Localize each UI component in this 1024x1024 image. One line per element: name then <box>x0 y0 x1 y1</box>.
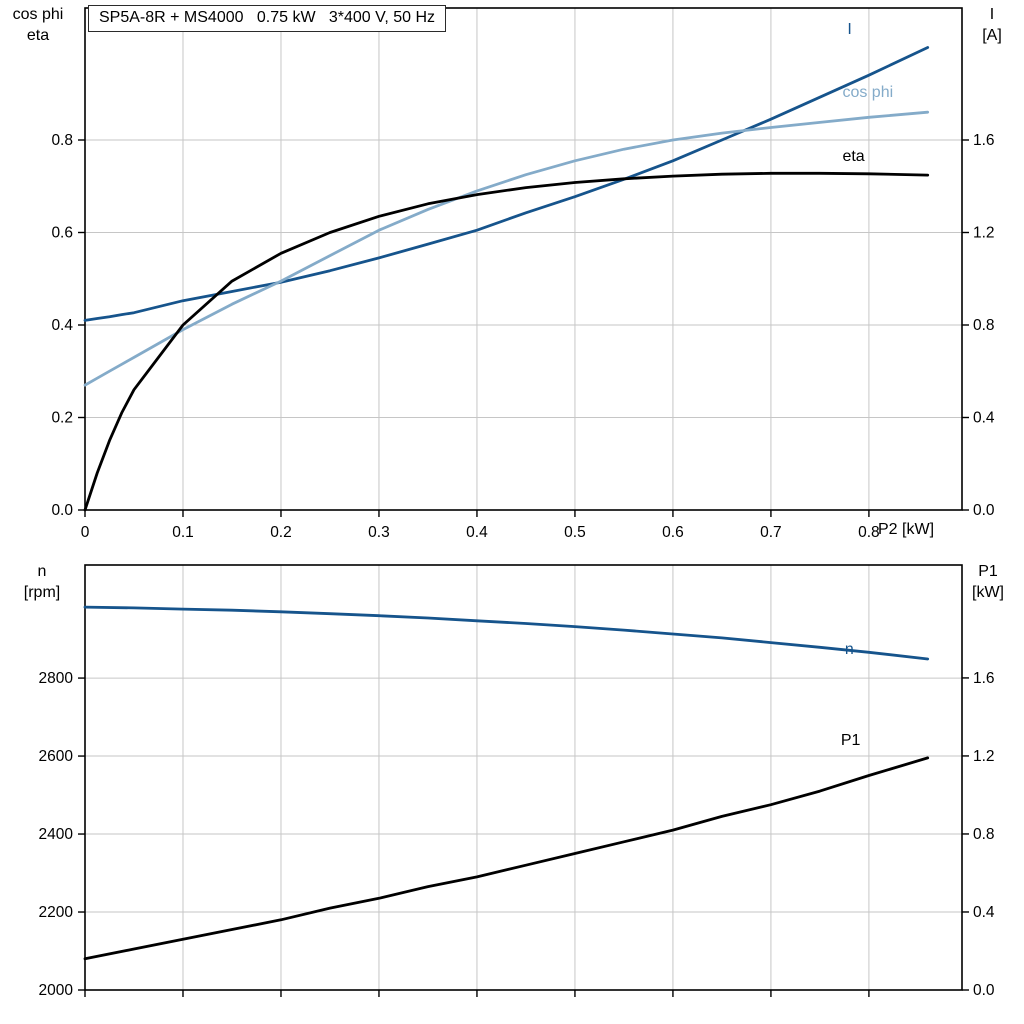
series-label-eta: eta <box>842 148 864 165</box>
x-tick-label: 0.4 <box>466 524 488 541</box>
top-right-axis-label: I [A] <box>966 4 1018 46</box>
series-label-cos-phi: cos phi <box>842 84 893 101</box>
axis-frame <box>84 7 963 511</box>
chart-title: SP5A-8R + MS4000 0.75 kW 3*400 V, 50 Hz <box>88 5 447 32</box>
top-chart: 0.0 0.2 0.4 0.6 0.8 0.0 0.4 0.8 1.2 1.6 0 0.1 0.2 0.3… <box>51 7 995 541</box>
bottom-right-axis-label: P1 [kW] <box>958 561 1018 603</box>
curve-eta <box>83 171 930 512</box>
left-tick-label: 0.6 <box>51 224 73 241</box>
right-tick-label: 0.4 <box>973 904 995 921</box>
eta-axis-label: eta <box>26 27 50 44</box>
current-axis-label: I <box>989 6 995 23</box>
right-tick-label: 1.2 <box>973 748 995 765</box>
series-label-n: n <box>845 641 854 658</box>
left-tick-label: 2400 <box>39 826 74 843</box>
x-tick-label: 0.7 <box>760 524 782 541</box>
axis-frame <box>84 564 963 991</box>
right-tick-label: 0.4 <box>973 409 995 426</box>
series-label-I: I <box>847 21 851 38</box>
left-tick-label: 0.2 <box>51 409 73 426</box>
p1-axis-label: P1 <box>978 563 998 580</box>
curve-P1 <box>83 756 930 961</box>
right-tick-label: 0.8 <box>973 317 995 334</box>
bottom-chart: 2000 2200 2400 2600 2800 0.0 0.4 0.8 1.2 1.6 n P1 <box>39 564 995 999</box>
left-tick-label: 0.4 <box>51 317 73 334</box>
x-tick-label: 0.8 <box>858 524 880 541</box>
top-left-axis-label: cos phi eta <box>4 4 72 46</box>
x-tick-label: 0 <box>81 524 90 541</box>
left-tick-label: 2200 <box>39 904 74 921</box>
x-tick-label: 0.1 <box>172 524 194 541</box>
p1-axis-unit: [kW] <box>972 584 1004 601</box>
left-tick-label: 2000 <box>39 982 74 999</box>
x-tick-label: 0.6 <box>662 524 684 541</box>
curve-I <box>83 46 930 322</box>
x-tick-label: 0.5 <box>564 524 586 541</box>
cosphi-axis-label: cos phi <box>12 6 64 23</box>
curve-cos-phi <box>83 110 930 387</box>
speed-axis-label: n <box>37 563 47 580</box>
x-tick-label: 0.3 <box>368 524 390 541</box>
x-tick-label: 0.2 <box>270 524 292 541</box>
right-tick-label: 0.0 <box>973 982 995 999</box>
right-tick-label: 1.6 <box>973 670 995 687</box>
x-axis-label: P2 [kW] <box>878 521 935 538</box>
curve-n <box>83 605 930 661</box>
bottom-left-axis-label: n [rpm] <box>8 561 76 603</box>
left-tick-label: 0.0 <box>51 502 73 519</box>
series-label-P1: P1 <box>841 732 861 749</box>
right-tick-label: 1.6 <box>973 132 995 149</box>
right-tick-label: 1.2 <box>973 224 995 241</box>
current-axis-unit: [A] <box>982 27 1002 44</box>
right-tick-label: 0.8 <box>973 826 995 843</box>
left-tick-label: 2800 <box>39 670 74 687</box>
right-tick-label: 0.0 <box>973 502 995 519</box>
left-tick-label: 0.8 <box>51 132 73 149</box>
left-tick-label: 2600 <box>39 748 74 765</box>
speed-axis-unit: [rpm] <box>23 584 61 601</box>
